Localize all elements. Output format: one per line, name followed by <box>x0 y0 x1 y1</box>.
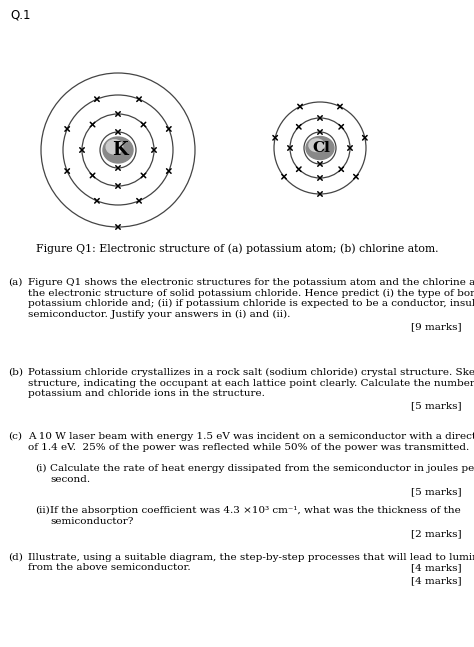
Ellipse shape <box>306 137 334 160</box>
Text: (i): (i) <box>35 464 46 473</box>
Text: (a): (a) <box>8 278 22 287</box>
Text: structure, indicating the occupant at each lattice point clearly. Calculate the : structure, indicating the occupant at ea… <box>28 378 474 388</box>
Text: [4 marks]: [4 marks] <box>411 576 462 585</box>
Text: potassium and chloride ions in the structure.: potassium and chloride ions in the struc… <box>28 389 265 398</box>
Text: second.: second. <box>50 474 90 483</box>
Text: K: K <box>112 141 128 159</box>
Text: If the absorption coefficient was 4.3 ×10³ cm⁻¹, what was the thickness of the: If the absorption coefficient was 4.3 ×1… <box>50 506 461 515</box>
Text: [4 marks]: [4 marks] <box>411 564 462 573</box>
Text: semiconductor?: semiconductor? <box>50 516 133 525</box>
Text: Figure Q1: Electronic structure of (a) potassium atom; (b) chlorine atom.: Figure Q1: Electronic structure of (a) p… <box>36 243 438 254</box>
Text: of 1.4 eV.  25% of the power was reflected while 50% of the power was transmitte: of 1.4 eV. 25% of the power was reflecte… <box>28 443 469 452</box>
Text: Q.1: Q.1 <box>10 8 30 21</box>
Text: potassium chloride and; (ii) if potassium chloride is expected to be a conductor: potassium chloride and; (ii) if potassiu… <box>28 299 474 308</box>
Text: semiconductor. Justify your answers in (i) and (ii).: semiconductor. Justify your answers in (… <box>28 309 291 318</box>
Text: Cl: Cl <box>312 141 330 155</box>
Text: Calculate the rate of heat energy dissipated from the semiconductor in joules pe: Calculate the rate of heat energy dissip… <box>50 464 474 473</box>
Text: Potassium chloride crystallizes in a rock salt (sodium chloride) crystal structu: Potassium chloride crystallizes in a roc… <box>28 368 474 377</box>
Ellipse shape <box>106 140 123 154</box>
Text: [9 marks]: [9 marks] <box>411 322 462 331</box>
Text: [5 marks]: [5 marks] <box>411 402 462 410</box>
Text: (c): (c) <box>8 432 22 441</box>
Text: from the above semiconductor.: from the above semiconductor. <box>28 564 191 573</box>
Ellipse shape <box>309 139 324 151</box>
Text: Figure Q1 shows the electronic structures for the potassium atom and the chlorin: Figure Q1 shows the electronic structure… <box>28 278 474 287</box>
Text: (ii): (ii) <box>35 506 50 515</box>
Text: (d): (d) <box>8 553 23 562</box>
Ellipse shape <box>103 137 133 163</box>
Text: [2 marks]: [2 marks] <box>411 529 462 538</box>
Text: the electronic structure of solid potassium chloride. Hence predict (i) the type: the electronic structure of solid potass… <box>28 289 474 298</box>
Text: (b): (b) <box>8 368 23 377</box>
Text: [5 marks]: [5 marks] <box>411 487 462 496</box>
Text: A 10 W laser beam with energy 1.5 eV was incident on a semiconductor with a dire: A 10 W laser beam with energy 1.5 eV was… <box>28 432 474 441</box>
Text: Illustrate, using a suitable diagram, the step-by-step processes that will lead : Illustrate, using a suitable diagram, th… <box>28 553 474 562</box>
